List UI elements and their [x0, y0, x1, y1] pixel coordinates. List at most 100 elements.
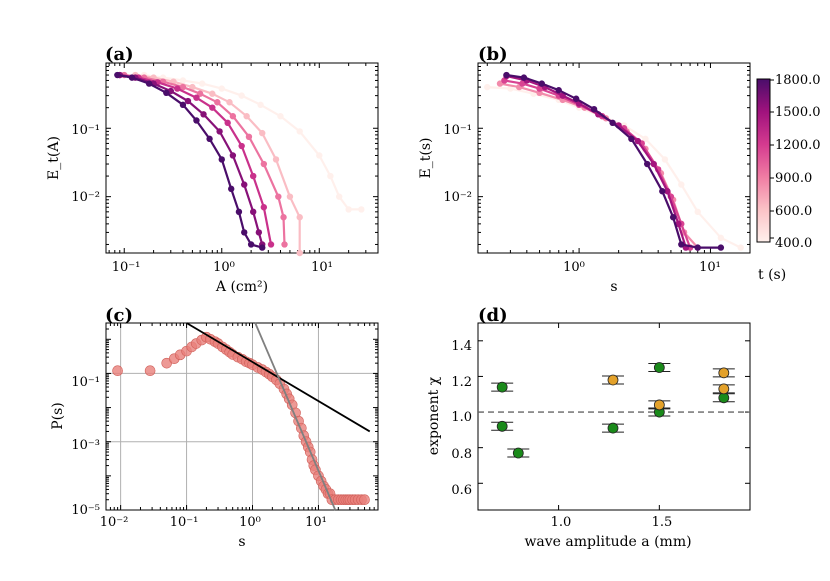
- panel-a-series-line: [124, 73, 286, 245]
- panel-a-data-point: [245, 133, 253, 141]
- panel-a-data-point: [193, 117, 200, 124]
- panel-a-ylabel: E_t(A): [46, 136, 62, 180]
- panel-b-ytick-label: 10⁻¹: [443, 123, 472, 138]
- colorbar-gradient: [756, 78, 771, 243]
- panel-b-series-line: [506, 74, 687, 248]
- panel-a-data-point: [218, 85, 225, 92]
- panel-b-data-point: [694, 208, 701, 216]
- panel-b-data-point: [737, 244, 744, 251]
- panel-b-data-point: [661, 156, 669, 163]
- panel-a-data-point: [189, 83, 196, 91]
- panel-a-data-point: [218, 156, 225, 163]
- panel-a-data-point: [209, 90, 216, 97]
- panel-a-data-point: [335, 193, 343, 200]
- panel-c-fit-line: [254, 322, 337, 511]
- panel-c-frame: [105, 322, 379, 511]
- panel-a-data-point: [214, 99, 221, 106]
- panel-d-data-point: [607, 374, 619, 386]
- panel-b-data-point: [717, 234, 725, 242]
- colorbar-tick-label: 1500.0: [775, 105, 821, 120]
- colorbar: 1800.0 1500.0 1200.0 900.0 600.0 400.0 t…: [756, 73, 821, 283]
- panel-c-xtick-label: 10¹: [305, 515, 327, 530]
- panel-a-data-point: [145, 80, 153, 87]
- panel-b-data-point: [634, 137, 642, 145]
- panel-b-data-point: [678, 181, 685, 188]
- panel-a-data-point: [272, 156, 280, 163]
- panel-b-data-point: [717, 244, 725, 251]
- panel-a-data-point: [296, 128, 303, 135]
- panel-c-xtick-label: 10⁻¹: [170, 515, 199, 530]
- panel-a-data-point: [179, 77, 187, 84]
- panel-c-ytick-label: 10⁻⁵: [71, 503, 100, 518]
- panel-b-data-point: [507, 85, 514, 92]
- panel-c-xtick-label: 10⁰: [239, 515, 261, 530]
- panel-a-data-point: [260, 204, 268, 211]
- panel-b-data-point: [644, 160, 651, 168]
- panel-a-data-point: [267, 241, 275, 248]
- panel-b-frame: [477, 62, 751, 254]
- panel-d-xlabel: wave amplitude a (mm): [524, 534, 691, 550]
- panel-a-data-point: [249, 208, 257, 216]
- panel-b-data-point: [536, 85, 543, 92]
- panel-a-data-point: [179, 83, 187, 91]
- panel-a-data-point: [327, 172, 334, 180]
- panel-b-chart: 10⁰ 10¹ 10⁻² 10⁻¹ s E_t(s): [418, 62, 751, 295]
- panel-label-a: (a): [105, 44, 134, 65]
- panel-a-data-point: [179, 101, 187, 109]
- panel-d-ytick-label: 1.2: [451, 375, 472, 390]
- panel-c-series-group: [105, 322, 379, 511]
- colorbar-tick-label: 900.0: [775, 171, 812, 186]
- panel-c-xtick-label: 10⁻²: [100, 515, 129, 530]
- panel-b-data-point: [642, 135, 649, 143]
- panel-d-ytick-label: 1.0: [451, 410, 472, 425]
- panel-b-data-point: [519, 80, 526, 87]
- panel-a-data-point: [241, 229, 248, 236]
- panel-a-data-point: [174, 85, 181, 92]
- panel-c-ytick-label: 10⁻¹: [71, 375, 100, 390]
- panel-d-data-point: [496, 420, 508, 432]
- panel-b-series-line: [487, 86, 742, 249]
- panel-a-data-point: [229, 113, 237, 120]
- panel-a-xtick-label: 10⁰: [213, 260, 235, 275]
- panel-a-data-point: [238, 92, 245, 99]
- panel-c-ytick-label: 10⁻³: [71, 438, 100, 453]
- panel-b-xlabel: s: [610, 279, 617, 295]
- panel-b-data-point: [659, 188, 666, 195]
- panel-a-data-point: [249, 172, 257, 180]
- panel-a-data-point: [286, 193, 294, 200]
- panel-b-data-point: [590, 105, 598, 113]
- panel-a-data-point: [163, 89, 170, 96]
- panel-label-b: (b): [478, 44, 508, 65]
- panel-b-data-point: [555, 87, 562, 94]
- panel-a-series-group: [106, 62, 379, 257]
- colorbar-tick-label: 400.0: [775, 236, 812, 251]
- panel-c-data-point: [112, 365, 123, 377]
- panel-a-data-point: [228, 185, 235, 193]
- panel-b-data-point: [503, 71, 510, 79]
- colorbar-ticks: [770, 79, 774, 239]
- panel-d-data-point: [653, 399, 665, 411]
- panel-label-c: (c): [105, 305, 133, 326]
- panel-a-data-point: [243, 113, 250, 120]
- panel-b-data-point: [628, 135, 635, 143]
- panel-a-data-point: [259, 129, 266, 137]
- panel-d-ytick-label: 0.6: [451, 483, 472, 498]
- panel-c-ylabel: P(s): [50, 402, 66, 430]
- panel-a-data-point: [216, 128, 223, 135]
- panel-b-data-point: [609, 119, 616, 127]
- panel-b-series-line: [506, 73, 721, 249]
- panel-a-series-line: [144, 73, 362, 211]
- panel-d-xtick-label: 1.0: [551, 515, 572, 530]
- panel-a-data-point: [229, 152, 237, 159]
- panel-b-series-line: [504, 79, 692, 248]
- panel-b-data-point: [664, 188, 671, 195]
- panel-a-chart: 10⁻¹ 10⁰ 10¹ 10⁻² 10⁻¹ A (cm²) E_t(A): [46, 62, 379, 295]
- panel-d-data-point: [718, 383, 730, 395]
- panel-a-data-point: [255, 229, 263, 236]
- panel-b-series-group: [478, 62, 751, 253]
- panel-a-data-point: [241, 181, 248, 188]
- panel-a-xtick-label: 10¹: [311, 260, 333, 275]
- panel-d-data-point: [718, 367, 730, 379]
- panel-c-chart: 10⁻² 10⁻¹ 10⁰ 10¹ 10⁻⁵ 10⁻³ 10⁻¹ s P(s): [50, 322, 379, 550]
